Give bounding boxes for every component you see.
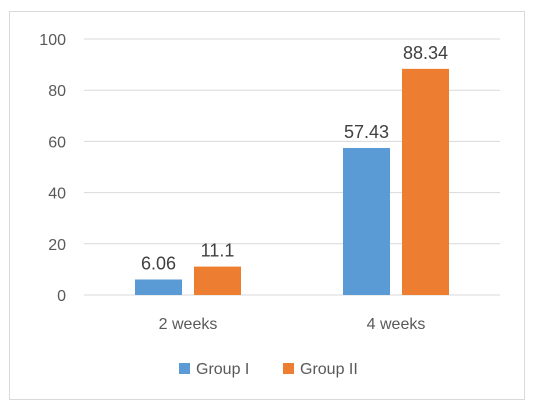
x-tick-label: 2 weeks: [159, 316, 218, 333]
y-tick-label: 80: [48, 83, 66, 100]
legend-label-1: Group I: [196, 361, 249, 378]
data-labels: 6.06 11.1 57.43 88.34: [141, 43, 448, 274]
bar-1-2: [343, 147, 390, 295]
data-label-2-1: 11.1: [201, 241, 235, 261]
bar-1-1: [135, 279, 182, 295]
bar-2-2: [402, 68, 449, 295]
legend-swatch-1: [179, 363, 190, 374]
x-tick-label: 4 weeks: [367, 316, 426, 333]
y-axis-ticks: 0 20 40 60 80 100: [39, 32, 66, 305]
y-tick-label: 100: [39, 32, 66, 49]
y-tick-label: 20: [48, 237, 66, 254]
x-axis-ticks: 2 weeks 4 weeks: [159, 316, 426, 333]
data-label-2-2: 88.34: [403, 43, 448, 63]
data-label-1-2: 57.43: [344, 122, 389, 142]
data-label-1-1: 6.06: [141, 253, 176, 273]
legend: Group I Group II: [179, 361, 358, 378]
legend-label-2: Group II: [300, 361, 358, 378]
bars: [135, 68, 449, 295]
y-tick-label: 60: [48, 134, 66, 151]
bar-2-1: [194, 266, 241, 295]
y-tick-label: 0: [57, 288, 66, 305]
legend-swatch-2: [283, 363, 294, 374]
y-tick-label: 40: [48, 186, 66, 203]
